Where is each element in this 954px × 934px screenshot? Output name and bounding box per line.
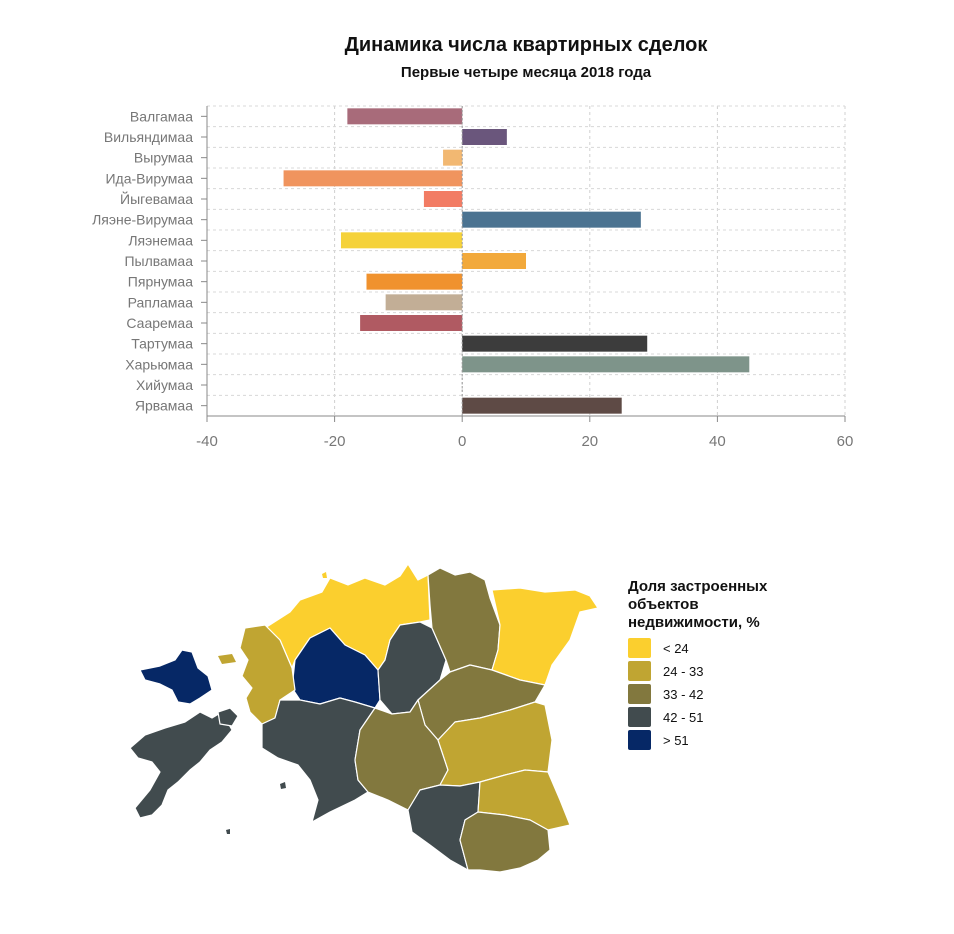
region-tartu bbox=[437, 701, 553, 787]
bar bbox=[462, 253, 526, 269]
category-label: Ида-Вирумаа bbox=[105, 170, 193, 186]
x-tick-label: 20 bbox=[581, 433, 598, 450]
island-prangli bbox=[322, 572, 327, 578]
category-label: Вырумаа bbox=[134, 150, 193, 166]
category-label: Хийумаа bbox=[136, 377, 193, 393]
region-viljandi bbox=[354, 699, 449, 811]
legend-label: > 51 bbox=[663, 732, 689, 748]
region-parnu bbox=[261, 697, 376, 823]
x-tick-label: 0 bbox=[458, 433, 466, 450]
bar bbox=[462, 129, 507, 145]
category-label: Ляэнемаа bbox=[128, 232, 193, 248]
legend-swatch bbox=[628, 684, 651, 704]
category-label: Ляэне-Вирумаа bbox=[92, 212, 193, 228]
region-muhu bbox=[217, 707, 239, 727]
legend-swatch bbox=[628, 661, 651, 681]
legend-label: 24 - 33 bbox=[663, 663, 704, 679]
category-label: Ярвамаа bbox=[135, 398, 193, 414]
legend-label: 33 - 42 bbox=[663, 686, 704, 702]
legend-label: 42 - 51 bbox=[663, 709, 704, 725]
x-tick-label: 60 bbox=[837, 433, 854, 450]
region-rapla bbox=[377, 621, 447, 715]
bar bbox=[340, 232, 463, 249]
bar bbox=[462, 397, 622, 414]
legend-swatch bbox=[628, 730, 651, 750]
bar-chart: Валгамаа Вильяндимаа Вырумаа Ида-Вирумаа Йыг… bbox=[92, 105, 854, 450]
island-kihnu bbox=[280, 782, 286, 789]
category-label: Сааремаа bbox=[126, 315, 193, 331]
legend-swatch bbox=[628, 638, 651, 658]
bar bbox=[462, 356, 750, 373]
region-jarva bbox=[417, 664, 546, 741]
bar bbox=[347, 108, 463, 125]
bar bbox=[360, 315, 463, 331]
x-tick-label: -20 bbox=[324, 433, 346, 450]
bar bbox=[385, 294, 463, 311]
region-ida-viru bbox=[491, 587, 599, 686]
category-label: Рапламаа bbox=[128, 294, 194, 310]
category-label: Пылвамаа bbox=[124, 253, 193, 269]
chart-subtitle: Первые четыре месяца 2018 года bbox=[400, 64, 652, 81]
region-harju-north bbox=[264, 563, 431, 671]
region-polva bbox=[477, 769, 571, 831]
region-hiiumaa bbox=[139, 649, 213, 705]
region-voru bbox=[459, 811, 551, 873]
category-label: Валгамаа bbox=[130, 108, 193, 124]
region-harju-center bbox=[291, 627, 381, 709]
bar bbox=[366, 273, 463, 290]
x-tick-label: 40 bbox=[709, 433, 726, 450]
legend-label: < 24 bbox=[663, 640, 689, 656]
category-label: Харьюмаа bbox=[125, 356, 193, 372]
chart-title: Динамика числа квартирных сделок bbox=[344, 34, 708, 56]
legend-item: 24 - 33 bbox=[628, 661, 768, 681]
bar bbox=[462, 211, 641, 228]
region-saaremaa bbox=[129, 711, 233, 819]
region-laane-viru bbox=[427, 567, 501, 673]
legend-item: > 51 bbox=[628, 730, 768, 750]
legend-item: 33 - 42 bbox=[628, 684, 768, 704]
bar bbox=[423, 191, 463, 207]
legend-item: 42 - 51 bbox=[628, 707, 768, 727]
legend-swatch bbox=[628, 707, 651, 727]
category-label: Йыгевамаа bbox=[120, 190, 193, 207]
x-tick-label: -40 bbox=[196, 433, 218, 450]
island-vormsi bbox=[218, 654, 236, 664]
island-ruhnu bbox=[226, 829, 230, 834]
category-label: Тартумаа bbox=[131, 336, 193, 352]
legend-item: < 24 bbox=[628, 638, 768, 658]
region-laane bbox=[239, 624, 296, 725]
legend-title: Доля застроенных объектов недвижимости, … bbox=[628, 578, 768, 631]
bar bbox=[462, 335, 648, 352]
category-label: Вильяндимаа bbox=[104, 129, 193, 145]
category-label: Пярнумаа bbox=[128, 274, 193, 290]
bar bbox=[283, 170, 463, 187]
bar bbox=[443, 149, 463, 166]
map-legend: Доля застроенных объектов недвижимости, … bbox=[628, 578, 768, 750]
region-valga bbox=[407, 781, 481, 871]
